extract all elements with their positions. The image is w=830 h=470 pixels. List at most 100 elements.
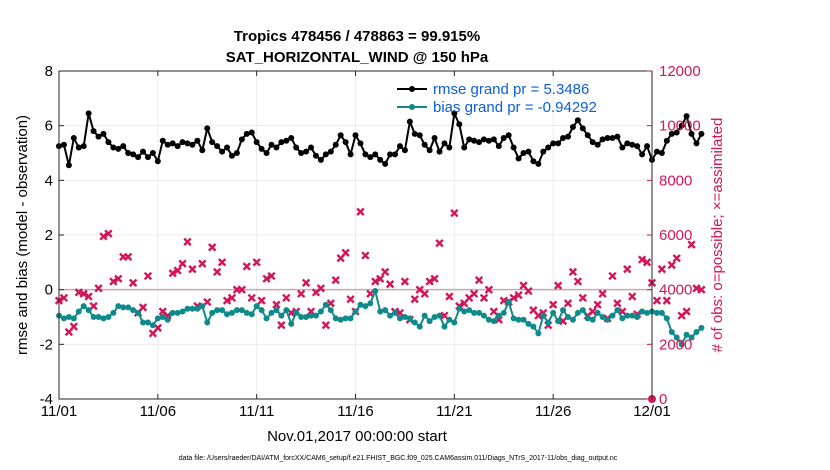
obs-count-point <box>376 274 385 283</box>
rmse-point <box>233 150 240 156</box>
y-right-axis-ticks: 0 2000 4000 6000 8000 10000 12000 <box>647 63 701 408</box>
rmse-point <box>668 130 675 137</box>
bias-point <box>698 324 705 331</box>
bias-point <box>490 318 497 325</box>
bias-point <box>495 312 502 319</box>
obs-count-point <box>697 285 706 294</box>
obs-count-stroke-b <box>158 307 167 316</box>
bias-point <box>317 308 324 315</box>
rmse-point <box>451 110 458 117</box>
rmse-point <box>644 143 651 150</box>
y-left-axis-label: rmse and bias (model - observation) <box>14 115 31 355</box>
obs-count-stroke-b <box>573 277 583 286</box>
obs-count-point <box>573 277 583 286</box>
obs-count-stroke-b <box>262 274 271 283</box>
bias-point <box>214 307 221 314</box>
bias-point <box>599 314 606 320</box>
rmse-point <box>396 143 403 150</box>
rmse-point <box>60 141 67 148</box>
rmse-point <box>619 144 626 151</box>
y-left-tick-label: 2 <box>45 227 53 244</box>
bias-point <box>609 312 616 319</box>
rmse-point <box>312 152 319 159</box>
legend: rmse grand pr = 5.3486 bias grand pr = -… <box>397 81 597 116</box>
obs-count-point <box>420 289 429 298</box>
rmse-point <box>564 133 571 140</box>
bias-point <box>471 309 478 316</box>
obs-count-point <box>316 284 326 293</box>
obs-count-stroke-b <box>637 255 647 264</box>
obs-count-point <box>484 285 494 294</box>
bias-point <box>263 315 270 322</box>
bias-point <box>421 312 428 319</box>
obs-count-point <box>143 271 153 281</box>
obs-count-stroke-b <box>128 278 138 287</box>
x-tick-label: 11/11 <box>239 403 274 420</box>
bias-point <box>644 309 651 316</box>
obs-count-stroke-b <box>89 301 98 311</box>
rmse-point <box>377 156 384 163</box>
rmse-point <box>85 110 92 117</box>
obs-count-point <box>128 278 138 287</box>
obs-count-point <box>217 258 227 267</box>
obs-count-stroke-b <box>188 265 197 274</box>
obs-count-point <box>613 299 622 308</box>
bias-point <box>639 308 646 315</box>
obs-count-point <box>667 260 676 270</box>
obs-count-point <box>474 275 484 285</box>
obs-count-stroke-b <box>104 229 113 238</box>
obs-count-stroke-b <box>682 307 691 316</box>
bias-point <box>446 316 453 323</box>
rmse-point <box>545 144 552 151</box>
obs-count-point <box>79 289 88 298</box>
obs-count-point <box>534 311 543 320</box>
obs-count-point <box>628 292 637 301</box>
bias-point <box>189 305 196 312</box>
bias-point <box>312 312 319 319</box>
bias-point <box>624 312 631 319</box>
bias-point <box>436 312 443 319</box>
rmse-point <box>683 113 690 120</box>
bias-point <box>673 334 680 341</box>
x-tick-label: 11/06 <box>140 403 176 420</box>
rmse-point <box>283 137 290 144</box>
obs-count-point <box>84 292 93 301</box>
rmse-point <box>599 136 606 143</box>
bias-point <box>85 307 92 314</box>
obs-count-point <box>593 300 602 309</box>
obs-count-stroke-b <box>598 289 607 298</box>
obs-count-point <box>356 207 365 216</box>
obs-count-stroke-b <box>628 292 637 301</box>
obs-count-point <box>553 281 563 290</box>
bias-point <box>362 303 369 310</box>
bias-point <box>589 316 596 323</box>
obs-count-stroke-b <box>578 293 587 303</box>
bias-point <box>110 309 117 316</box>
rmse-point <box>65 162 72 169</box>
obs-count-stroke-b <box>267 271 276 281</box>
rmse-point <box>189 141 196 148</box>
obs-count-stroke-b <box>430 274 439 283</box>
obs-count-stroke-b <box>272 300 281 309</box>
obs-count-stroke-b <box>143 271 153 281</box>
rmse-point <box>441 140 448 147</box>
obs-count-stroke-b <box>124 252 133 262</box>
obs-count-stroke-b <box>178 259 187 268</box>
bias-point <box>105 314 112 320</box>
rmse-point <box>80 143 87 150</box>
obs-count-point <box>425 277 434 286</box>
obs-count-stroke-b <box>114 274 123 283</box>
bias-point <box>144 319 151 326</box>
rmse-point <box>382 160 389 167</box>
rmse-point <box>130 151 137 158</box>
bias-point <box>298 314 305 320</box>
obs-count-stroke-b <box>558 316 568 326</box>
bias-point <box>614 307 621 314</box>
rmse-point <box>337 132 344 139</box>
rmse-point <box>268 141 275 148</box>
rmse-point <box>569 124 576 131</box>
data-file-footer: data file: /Users/raeder/DAI/ATM_forcXX/… <box>179 455 618 462</box>
obs-count-stroke-b <box>99 232 108 241</box>
rmse-point <box>436 148 443 155</box>
bias-point <box>505 298 512 305</box>
